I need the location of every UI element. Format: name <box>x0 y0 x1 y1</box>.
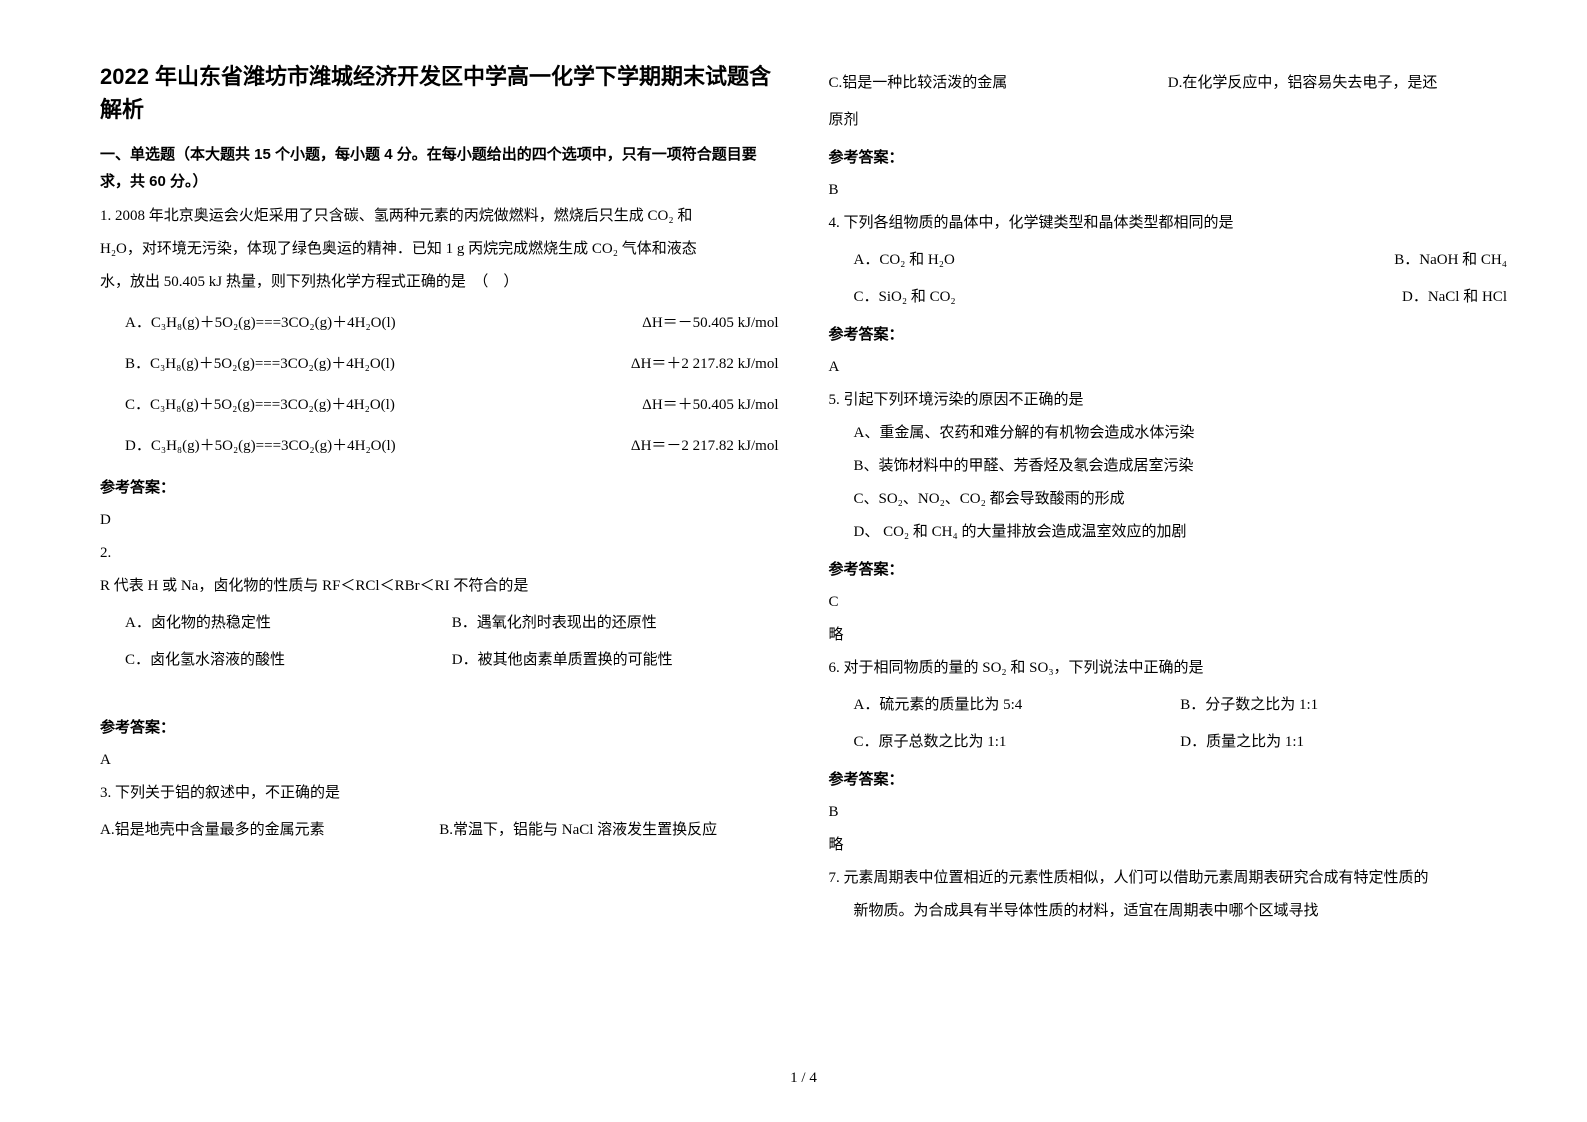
q5-opt-c: C、SO₂、NO₂、CO₂ 都会导致酸雨的形成 <box>829 486 1508 513</box>
q4-stem: 4. 下列各组物质的晶体中，化学键类型和晶体类型都相同的是 <box>829 210 1508 237</box>
q1-opt-b-eq: B．C₃H₈(g)＋5O₂(g)===3CO₂(g)＋4H₂O(l) <box>125 351 395 378</box>
q1-stem-line1: 1. 2008 年北京奥运会火炬采用了只含碳、氢两种元素的丙烷做燃料，燃烧后只生… <box>100 203 779 230</box>
q2-opt-c: C．卤化氢水溶液的酸性 <box>125 647 452 674</box>
section-1-head: 一、单选题（本大题共 15 个小题，每小题 4 分。在每小题给出的四个选项中，只… <box>100 141 779 195</box>
q3-opt-d: D.在化学反应中，铝容易失去电子，是还 <box>1168 70 1507 97</box>
q4-opt-b: B．NaOH 和 CH₄ <box>1394 247 1507 274</box>
q5-answer-label: 参考答案： <box>829 556 1508 583</box>
q5-opt-b: B、装饰材料中的甲醛、芳香烃及氡会造成居室污染 <box>829 453 1508 480</box>
q5-opt-a: A、重金属、农药和难分解的有机物会造成水体污染 <box>829 420 1508 447</box>
q6-answer-label: 参考答案： <box>829 766 1508 793</box>
q5-stem: 5. 引起下列环境污染的原因不正确的是 <box>829 387 1508 414</box>
q2-stem: R 代表 H 或 Na，卤化物的性质与 RF＜RCl＜RBr＜RI 不符合的是 <box>100 573 779 600</box>
q4-opt-a: A．CO₂ 和 H₂O <box>854 247 955 274</box>
q1-opt-b-dh: ΔH＝＋2 217.82 kJ/mol <box>631 351 779 378</box>
q1-opt-a-eq: A．C₃H₈(g)＋5O₂(g)===3CO₂(g)＋4H₂O(l) <box>125 310 396 337</box>
q1-opt-c-dh: ΔH＝＋50.405 kJ/mol <box>642 392 778 419</box>
q2-opt-d: D．被其他卤素单质置换的可能性 <box>452 647 779 674</box>
q5-note: 略 <box>829 622 1508 649</box>
q2-answer: A <box>100 747 779 774</box>
q2-num: 2. <box>100 540 779 567</box>
q1-answer: D <box>100 507 779 534</box>
q3-answer-label: 参考答案： <box>829 144 1508 171</box>
q3-answer: B <box>829 177 1508 204</box>
q1-stem-line2: H₂O，对环境无污染，体现了绿色奥运的精神．已知 1 g 丙烷完成燃烧生成 CO… <box>100 236 779 263</box>
q3-opt-d-cont: 原剂 <box>829 107 1508 134</box>
q1-opt-c-eq: C．C₃H₈(g)＋5O₂(g)===3CO₂(g)＋4H₂O(l) <box>125 392 395 419</box>
q2-answer-label: 参考答案： <box>100 714 779 741</box>
q6-opt-d: D．质量之比为 1:1 <box>1180 729 1507 756</box>
right-column: C.铝是一种比较活泼的金属 D.在化学反应中，铝容易失去电子，是还 原剂 参考答… <box>829 60 1508 1060</box>
q1-answer-label: 参考答案： <box>100 474 779 501</box>
q4-opt-c: C．SiO₂ 和 CO₂ <box>854 284 956 311</box>
q1-opt-d-dh: ΔH＝－2 217.82 kJ/mol <box>631 433 779 460</box>
q5-opt-d: D、 CO₂ 和 CH₄ 的大量排放会造成温室效应的加剧 <box>829 519 1508 546</box>
q6-note: 略 <box>829 832 1508 859</box>
q5-answer: C <box>829 589 1508 616</box>
q3-opt-c: C.铝是一种比较活泼的金属 <box>829 70 1168 97</box>
q1-opt-d-eq: D．C₃H₈(g)＋5O₂(g)===3CO₂(g)＋4H₂O(l) <box>125 433 396 460</box>
page-footer: 1 / 4 <box>100 1070 1507 1087</box>
q7-stem-line2: 新物质。为合成具有半导体性质的材料，适宜在周期表中哪个区域寻找 <box>829 898 1508 925</box>
q6-stem: 6. 对于相同物质的量的 SO₂ 和 SO₃，下列说法中正确的是 <box>829 655 1508 682</box>
q7-stem-line1: 7. 元素周期表中位置相近的元素性质相似，人们可以借助元素周期表研究合成有特定性… <box>829 865 1508 892</box>
q2-opt-b: B．遇氧化剂时表现出的还原性 <box>452 610 779 637</box>
q6-opt-a: A．硫元素的质量比为 5:4 <box>854 692 1181 719</box>
q1-opt-a-dh: ΔH＝－50.405 kJ/mol <box>642 310 778 337</box>
q4-opt-d: D．NaCl 和 HCl <box>1402 284 1507 311</box>
q6-answer: B <box>829 799 1508 826</box>
left-column: 2022 年山东省潍坊市潍城经济开发区中学高一化学下学期期末试题含解析 一、单选… <box>100 60 779 1060</box>
page-title: 2022 年山东省潍坊市潍城经济开发区中学高一化学下学期期末试题含解析 <box>100 60 779 126</box>
q6-opt-b: B．分子数之比为 1:1 <box>1180 692 1507 719</box>
q1-stem-line3: 水，放出 50.405 kJ 热量，则下列热化学方程式正确的是 （ ） <box>100 269 779 296</box>
q4-answer-label: 参考答案： <box>829 321 1508 348</box>
q3-opt-b: B.常温下，铝能与 NaCl 溶液发生置换反应 <box>439 817 778 844</box>
q6-opt-c: C．原子总数之比为 1:1 <box>854 729 1181 756</box>
q3-opt-a: A.铝是地壳中含量最多的金属元素 <box>100 817 439 844</box>
q4-answer: A <box>829 354 1508 381</box>
q2-opt-a: A．卤化物的热稳定性 <box>125 610 452 637</box>
q3-stem: 3. 下列关于铝的叙述中，不正确的是 <box>100 780 779 807</box>
